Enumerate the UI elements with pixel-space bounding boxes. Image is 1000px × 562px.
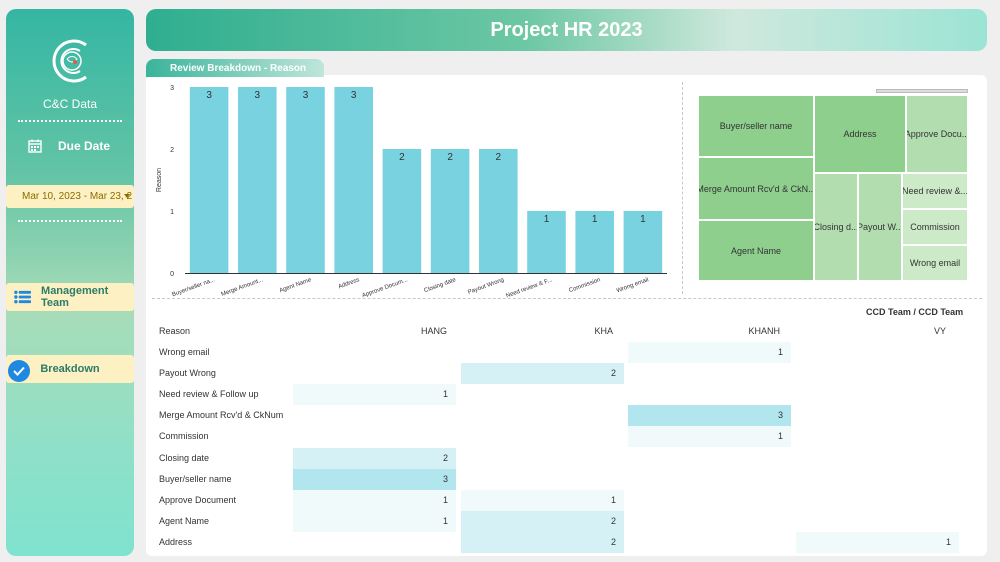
bar: [479, 149, 518, 273]
bar: [238, 87, 277, 273]
x-tick-label: Buyer/seller na...: [171, 277, 216, 298]
bar-chart: Reason 0 1 2 3 3 Buyer/seller na... 3 Merge Amou…: [156, 85, 667, 300]
bar-data-label: 3: [351, 90, 357, 101]
table-row-label: Payout Wrong: [159, 368, 216, 379]
bar-data-label: 3: [255, 90, 261, 101]
table-row-label: Wrong email: [159, 347, 210, 357]
nav-management-team[interactable]: Management Team: [6, 283, 134, 311]
x-tick-label: Wrong email: [616, 277, 650, 294]
table-cell-value: 1: [461, 489, 624, 511]
date-range-picker[interactable]: Mar 10, 2023 - Mar 23, 2: [6, 185, 134, 208]
table-row-label: Closing date: [159, 452, 210, 463]
sidebar: C&C Data Due Date Mar 10, 2023 - Mar 23,…: [6, 9, 134, 556]
table-cell-value: 1: [628, 342, 791, 363]
x-tick-label: Payout Wrong: [467, 277, 505, 296]
bar: [527, 211, 566, 273]
x-tick-label: Address: [338, 277, 361, 290]
treemap-cell[interactable]: Merge Amount Rcv'd & CkN...: [698, 157, 814, 220]
table-row-header: Reason: [159, 326, 191, 336]
page-title: Project HR 2023: [146, 9, 987, 51]
treemap-cell[interactable]: Closing d...: [814, 173, 858, 281]
table-row-label: Commission: [159, 431, 209, 442]
table-column-header: KHANH: [748, 326, 780, 336]
x-tick-label: Merge Amount...: [221, 277, 265, 298]
table-cell-value: 3: [293, 468, 456, 490]
table-cell-value: 2: [461, 363, 624, 385]
table-row-label: Address: [159, 536, 193, 547]
due-date-label: Due Date: [28, 139, 110, 153]
bar-data-label: 3: [206, 90, 212, 101]
divider: [18, 120, 122, 122]
treemap-cell[interactable]: Address: [814, 95, 906, 173]
list-icon: [14, 290, 32, 304]
table-column-header: KHA: [594, 326, 613, 336]
table-cell-value: 2: [461, 510, 624, 532]
bar-data-label: 1: [592, 214, 598, 225]
divider-vertical: [682, 82, 683, 294]
bar: [430, 149, 470, 273]
table-cell-value: 1: [796, 531, 959, 553]
table-cell-value: 1: [293, 384, 456, 406]
y-tick-label: 2: [170, 147, 174, 154]
table-row-label: Buyer/seller name: [159, 473, 232, 484]
y-tick-label: 0: [170, 271, 174, 278]
checkmark-icon: [8, 360, 30, 382]
bar: [334, 87, 373, 273]
table-row-label: Approve Document: [159, 494, 237, 505]
y-tick-label: 3: [170, 85, 174, 92]
treemap-cell[interactable]: Need review &...: [902, 173, 968, 209]
date-range-value: Mar 10, 2023 - Mar 23, 2: [22, 191, 133, 202]
treemap-cell[interactable]: Wrong email: [902, 245, 968, 281]
dropdown-caret-icon: [124, 194, 130, 198]
bar-data-label: 3: [303, 90, 309, 101]
treemap-cell[interactable]: Payout W...: [858, 173, 902, 281]
table-cell-value: 1: [628, 426, 791, 448]
nav-label: Management Team: [41, 285, 109, 309]
y-tick-label: 1: [170, 209, 174, 216]
bar: [575, 211, 614, 273]
table-cell-value: 1: [293, 489, 456, 511]
nav-label: Breakdown: [40, 363, 100, 375]
x-tick-label: Need review & F...: [505, 277, 553, 299]
brand-name: C&C Data: [42, 97, 98, 111]
divider: [18, 220, 122, 222]
brain-logo-icon: [52, 39, 87, 83]
x-tick-label: Closing date: [423, 277, 457, 294]
x-tick-label: Commission: [568, 277, 601, 294]
x-tick-label: Approve Docum...: [361, 277, 408, 299]
bar: [189, 87, 229, 273]
calendar-icon: [28, 139, 42, 153]
table-cell-value: 1: [293, 510, 456, 532]
treemap-legend-bar: [876, 89, 968, 93]
due-date-text: Due Date: [58, 139, 111, 153]
bar: [623, 211, 663, 273]
bar-data-label: 2: [399, 152, 405, 163]
bar-data-label: 2: [447, 152, 453, 163]
table-row-label: Need review & Follow up: [159, 389, 259, 400]
y-axis-label: Reason: [156, 168, 163, 192]
x-tick-label: Agent Name: [279, 277, 313, 294]
treemap-cell[interactable]: Commission: [902, 209, 968, 245]
bar: [286, 87, 325, 273]
tab-review-breakdown[interactable]: Review Breakdown - Reason: [146, 59, 324, 77]
table-cell-value: 3: [628, 405, 791, 427]
table-cell-value: 2: [293, 447, 456, 469]
table-cell-value: 2: [461, 531, 624, 553]
bar-data-label: 1: [640, 214, 646, 225]
divider-horizontal: [152, 298, 982, 299]
table-column-header: HANG: [420, 326, 447, 336]
treemap-cell[interactable]: Approve Docu...: [906, 95, 968, 173]
bar-data-label: 1: [544, 214, 550, 225]
treemap-cell[interactable]: Buyer/seller name: [698, 95, 814, 157]
table-group-header: CCD Team / CCD Team: [866, 307, 964, 317]
treemap-cell[interactable]: Agent Name: [698, 220, 814, 281]
table-row-label: Merge Amount Rcv'd & CkNum: [159, 410, 284, 421]
bar-data-label: 2: [496, 152, 502, 163]
bar: [382, 149, 422, 273]
table-column-header: VY: [933, 326, 946, 336]
table-row-label: Agent Name: [159, 515, 210, 526]
